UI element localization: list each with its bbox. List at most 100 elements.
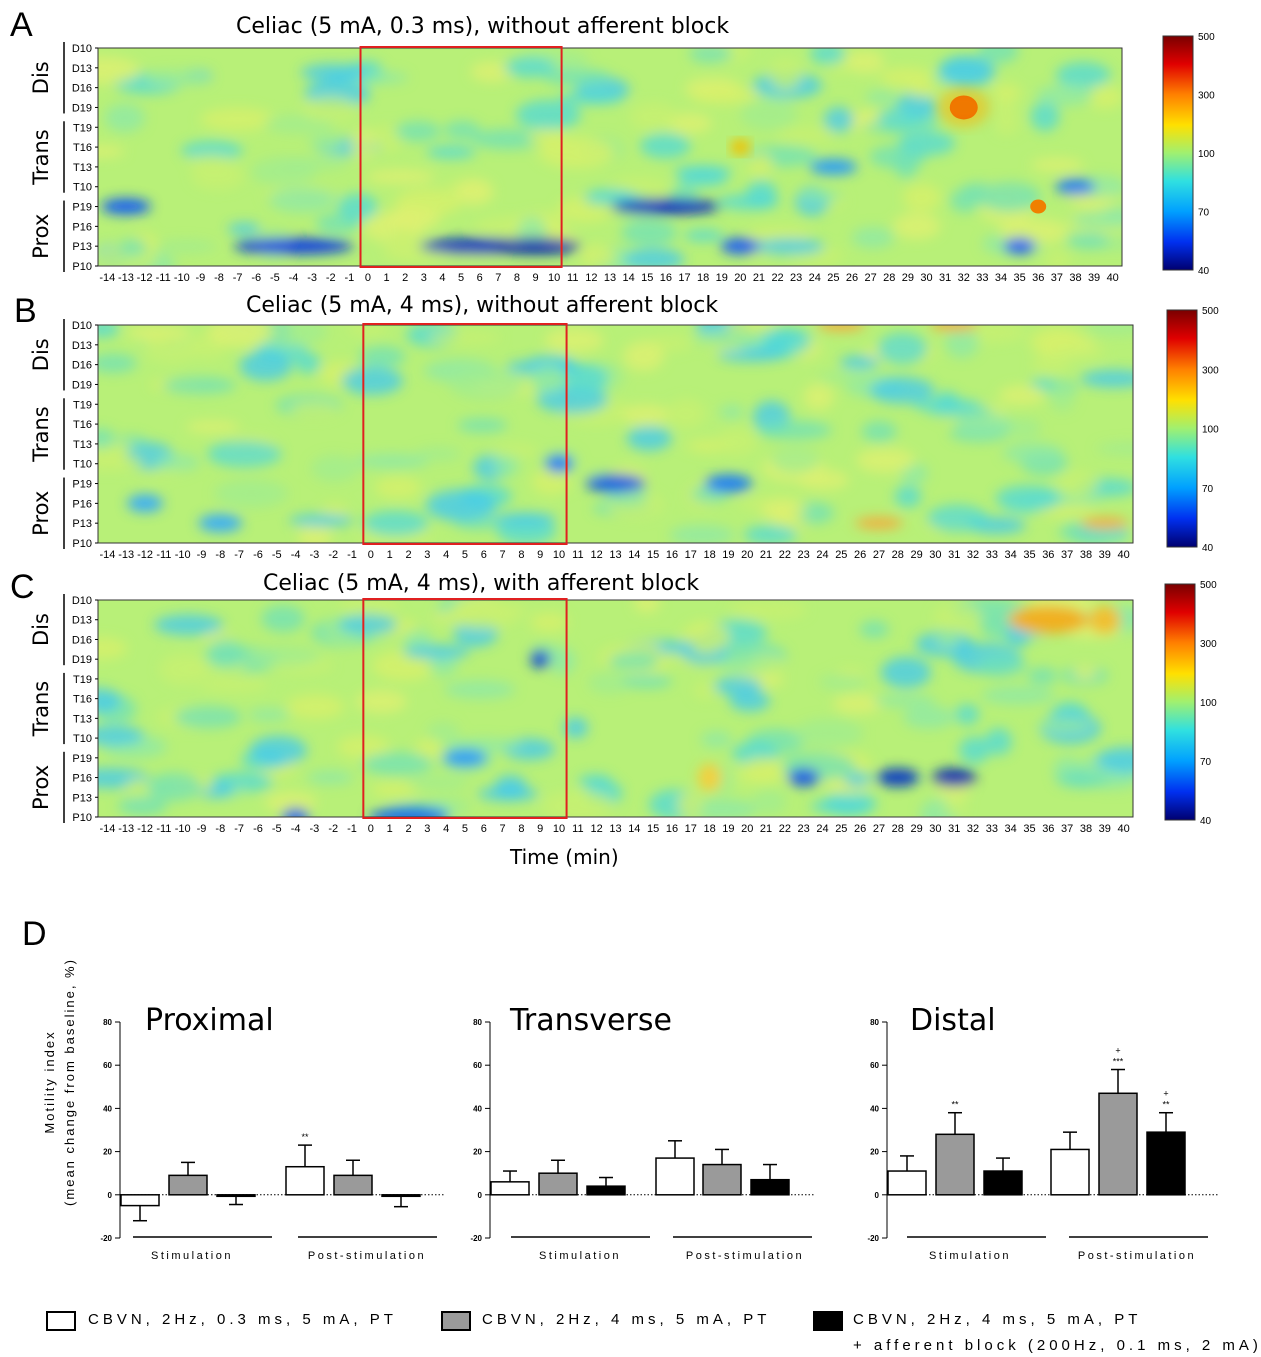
y-tick-label: 40 [473,1104,482,1113]
bar-title-transverse: Transverse [510,1003,672,1038]
heatmap-hotspot [809,158,858,175]
row-label-P10: P10 [72,261,92,273]
heatmap-cell-blob [1080,369,1133,388]
time-tick-label: 9 [532,272,538,284]
colorbar-tick-label: 100 [1198,149,1215,160]
heatmap-cell-blob [666,398,706,429]
time-tick-label: -6 [253,823,263,835]
y-tick-label: 0 [108,1191,113,1200]
row-label-T13: T13 [73,439,92,451]
heatmap-b-title: Celiac (5 mA, 4 ms), without afferent bl… [246,293,719,318]
time-tick-label: 9 [537,823,543,835]
time-tick-label: 18 [697,272,709,284]
time-tick-label: -8 [214,272,224,284]
heatmap-cell-blob [459,602,531,618]
time-tick-label: 39 [1099,823,1111,835]
row-label-T10: T10 [73,459,92,471]
heatmap-cell-blob [719,404,745,420]
y-tick-label: 40 [103,1104,112,1113]
heatmap-cell-blob [248,646,321,666]
time-tick-label: 29 [910,549,922,561]
time-tick-label: 26 [846,272,858,284]
colorbar-tick-label: 500 [1198,32,1215,43]
heatmap-cell-blob [200,107,275,132]
heatmap-cell-blob [752,237,825,256]
heatmap-cell-blob [98,353,138,373]
time-tick-label: 26 [854,549,866,561]
heatmap-cell-blob [1036,84,1094,107]
time-tick-label: 15 [647,549,659,561]
time-tick-label: 6 [481,549,487,561]
time-tick-label: -1 [347,549,357,561]
time-tick-label: 31 [948,823,960,835]
heatmap-cell-blob [564,364,609,395]
time-tick-label: -5 [272,549,282,561]
colorbar-tick-label: 500 [1200,580,1217,591]
heatmap-cell-blob [98,687,121,713]
heatmap-cell-blob [1055,769,1108,789]
heatmap-cell-blob [162,377,237,394]
heatmap-cell-blob [322,504,348,517]
time-tick-label: -5 [270,272,280,284]
heatmap-cell-blob [833,693,884,714]
heatmap-cell-blob [515,99,581,130]
time-tick-label: 1 [387,549,393,561]
heatmap-cell-blob [531,468,571,496]
time-tick-label: -1 [344,272,354,284]
time-tick-label: 27 [873,823,885,835]
heatmap-hotspot [1008,605,1089,634]
time-tick-label: 11 [572,823,583,835]
heatmap-hotspot [585,474,646,493]
heatmap-cell-blob [119,238,148,257]
heatmap-cell-blob [530,612,569,633]
heatmap-hotspot [233,238,354,255]
row-label-D16: D16 [72,360,92,372]
heatmap-hotspot [198,514,243,533]
y-tick-label: -20 [867,1234,879,1243]
time-tick-label: 21 [760,549,772,561]
time-tick-label: 15 [647,823,659,835]
time-tick-label: 36 [1042,549,1054,561]
heatmap-plot-area [98,325,1133,543]
time-tick-label: -12 [137,549,153,561]
heatmap-cell-blob [207,440,282,468]
time-tick-label: 24 [816,823,828,835]
time-tick-label: -5 [272,823,282,835]
heatmap-cell-blob [1031,353,1070,376]
panel-letter-b: B [14,292,37,330]
heatmap-hotspot [817,325,866,331]
heatmap-cell-blob [994,111,1019,136]
time-tick-label: 20 [734,272,746,284]
bar [1146,1131,1186,1196]
heatmap-cell-blob [865,90,898,105]
heatmap-cell-blob [402,644,470,660]
bar-chart-proximal: 80 60 40 20 0 -20 ** Stimulation Post-stimulatio… [100,1018,445,1262]
time-tick-label: 16 [660,272,672,284]
time-tick-label: 4 [443,823,449,835]
time-tick-label: 36 [1042,823,1054,835]
heatmap-cell-blob [98,453,143,471]
heatmap-cell-blob [991,96,1018,117]
heatmap-frame [97,324,1134,544]
time-tick-label: -11 [156,823,171,835]
heatmap-cell-blob [817,370,883,384]
time-tick-label: 30 [929,549,941,561]
time-tick-label: -7 [234,823,244,835]
heatmap-cell-blob [843,772,871,787]
y-tick-label: 80 [473,1018,482,1027]
time-tick-label: 40 [1117,549,1129,561]
heatmap-cell-blob [747,153,774,177]
legend-swatch-open [46,1311,76,1331]
heatmap-hotspot [368,808,449,817]
row-label-T19: T19 [73,399,92,411]
time-tick-label: 14 [628,823,640,835]
heatmap-cell-blob [623,341,664,372]
time-tick-label: 2 [405,823,411,835]
heatmap-cell-blob [955,704,980,725]
heatmap-cell-blob [365,169,436,185]
heatmap-a-title: Celiac (5 mA, 0.3 ms), without afferent … [236,14,730,39]
heatmap-cell-blob [691,330,765,348]
heatmap-hotspot [932,768,977,787]
row-label-P10: P10 [72,538,92,550]
bar [655,1157,695,1196]
